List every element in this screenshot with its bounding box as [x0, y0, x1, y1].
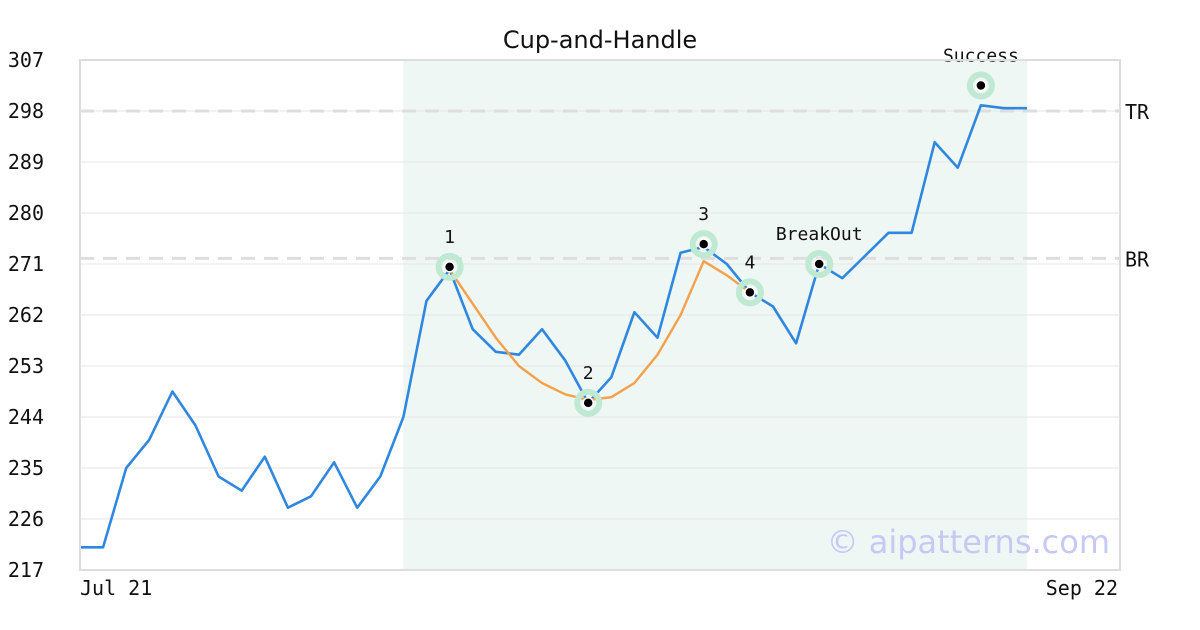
y-tick-label: 289 [8, 150, 44, 174]
y-tick-label: 262 [8, 303, 44, 327]
point-marker-ring-4 [735, 278, 764, 307]
y-tick-label: 253 [8, 354, 44, 378]
y-tick-label: 307 [8, 48, 44, 72]
point-label-breakout: BreakOut [776, 224, 863, 245]
point-marker-ring-3 [689, 230, 718, 259]
level-label-br: BR [1125, 247, 1150, 271]
point-marker-ring-1 [435, 252, 464, 281]
y-tick-label: 235 [8, 456, 44, 480]
y-tick-label: 244 [8, 405, 44, 429]
y-tick-label: 298 [8, 99, 44, 123]
point-label-2: 2 [583, 363, 594, 384]
y-tick-label: 271 [8, 252, 44, 276]
point-marker-ring-success [966, 71, 995, 100]
y-tick-label: 226 [8, 507, 44, 531]
point-label-4: 4 [744, 252, 755, 273]
point-marker-breakout [813, 258, 825, 270]
point-label-success: Success [943, 46, 1019, 67]
point-marker-4 [744, 286, 756, 299]
watermark: © aipatterns.com [827, 523, 1110, 561]
point-marker-1 [443, 261, 456, 273]
point-label-3: 3 [698, 204, 709, 225]
point-marker-2 [582, 397, 594, 409]
y-tick-label: 280 [8, 201, 44, 225]
x-tick-label-end: Sep 22 [1046, 576, 1118, 600]
point-marker-ring-2 [574, 388, 603, 417]
point-marker-ring-breakout [805, 250, 834, 278]
x-tick-label-start: Jul 21 [80, 576, 152, 600]
point-marker-3 [697, 238, 710, 250]
chart-title: Cup-and-Handle [503, 26, 697, 54]
price-series-line [80, 104, 1028, 549]
plot-frame [79, 59, 1121, 571]
level-label-tr: TR [1125, 100, 1150, 124]
point-label-1: 1 [444, 227, 455, 248]
point-marker-success [975, 79, 987, 92]
y-tick-label: 217 [8, 558, 44, 582]
